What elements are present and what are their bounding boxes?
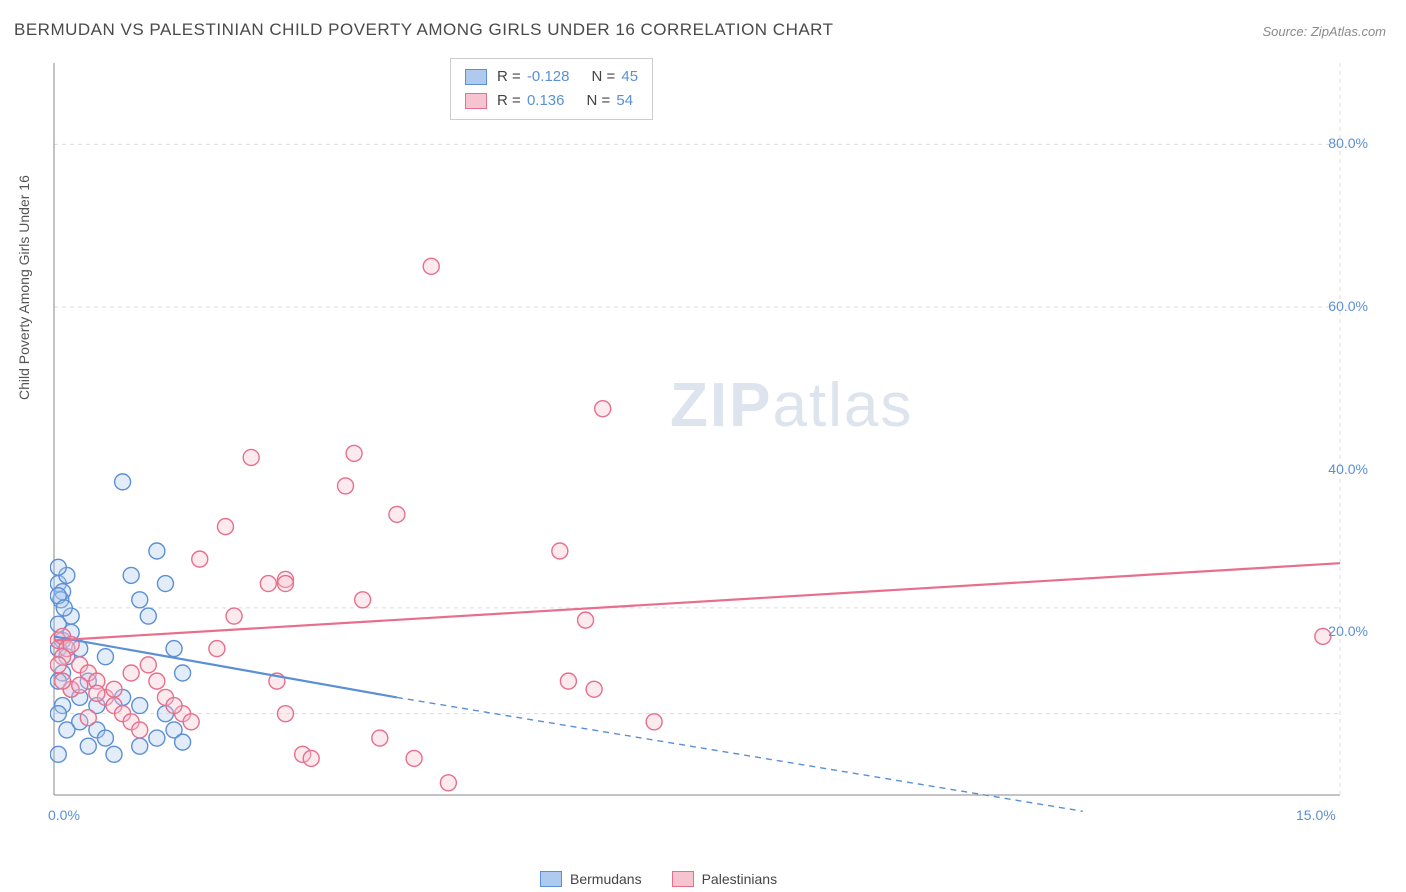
legend-swatch bbox=[465, 69, 487, 85]
legend-series-item: Palestinians bbox=[672, 871, 778, 887]
y-tick-label: 40.0% bbox=[1328, 461, 1368, 477]
data-point bbox=[217, 519, 233, 535]
data-point bbox=[440, 775, 456, 791]
legend-series-item: Bermudans bbox=[540, 871, 642, 887]
legend-series-name: Palestinians bbox=[702, 871, 778, 887]
legend-r-label: R = -0.128 bbox=[497, 65, 569, 89]
data-point bbox=[389, 506, 405, 522]
data-point bbox=[346, 445, 362, 461]
data-point bbox=[337, 478, 353, 494]
data-point bbox=[123, 665, 139, 681]
chart-area: 0.0% 15.0% 20.0% 40.0% 60.0% 80.0% bbox=[50, 55, 1370, 835]
data-point bbox=[132, 738, 148, 754]
legend-swatch bbox=[465, 93, 487, 109]
data-point bbox=[149, 673, 165, 689]
legend-series-name: Bermudans bbox=[570, 871, 642, 887]
y-axis-label: Child Poverty Among Girls Under 16 bbox=[16, 175, 32, 400]
data-point bbox=[140, 608, 156, 624]
legend-stats-row: R = 0.136 N = 54 bbox=[465, 89, 638, 113]
data-point bbox=[115, 474, 131, 490]
legend-n-label: N = 54 bbox=[586, 89, 633, 113]
data-point bbox=[157, 576, 173, 592]
data-point bbox=[226, 608, 242, 624]
data-point bbox=[97, 649, 113, 665]
data-point bbox=[209, 641, 225, 657]
trend-extrapolation bbox=[397, 697, 1083, 811]
legend-r-label: R = 0.136 bbox=[497, 89, 564, 113]
data-point bbox=[149, 730, 165, 746]
chart-title: BERMUDAN VS PALESTINIAN CHILD POVERTY AM… bbox=[14, 20, 834, 40]
data-point bbox=[50, 706, 66, 722]
data-point bbox=[423, 258, 439, 274]
data-point bbox=[243, 449, 259, 465]
legend-series: Bermudans Palestinians bbox=[540, 871, 777, 887]
data-point bbox=[149, 543, 165, 559]
data-point bbox=[260, 576, 276, 592]
data-point bbox=[132, 722, 148, 738]
data-point bbox=[175, 734, 191, 750]
y-tick-label: 20.0% bbox=[1328, 623, 1368, 639]
legend-swatch bbox=[672, 871, 694, 887]
x-tick-label: 15.0% bbox=[1296, 807, 1336, 823]
y-tick-label: 80.0% bbox=[1328, 135, 1368, 151]
data-point bbox=[586, 681, 602, 697]
data-point bbox=[80, 710, 96, 726]
data-point bbox=[72, 677, 88, 693]
data-point bbox=[372, 730, 388, 746]
trend-line bbox=[54, 563, 1340, 640]
data-point bbox=[277, 706, 293, 722]
legend-stats-row: R = -0.128 N = 45 bbox=[465, 65, 638, 89]
data-point bbox=[59, 722, 75, 738]
data-point bbox=[132, 698, 148, 714]
data-point bbox=[50, 559, 66, 575]
scatter-plot bbox=[50, 55, 1370, 835]
data-point bbox=[183, 714, 199, 730]
legend-stats: R = -0.128 N = 45 R = 0.136 N = 54 bbox=[450, 58, 653, 120]
legend-n-label: N = 45 bbox=[591, 65, 638, 89]
data-point bbox=[132, 592, 148, 608]
data-point bbox=[56, 600, 72, 616]
data-point bbox=[106, 681, 122, 697]
data-point bbox=[560, 673, 576, 689]
data-point bbox=[123, 567, 139, 583]
data-point bbox=[175, 665, 191, 681]
data-point bbox=[166, 641, 182, 657]
x-tick-label: 0.0% bbox=[48, 807, 80, 823]
data-point bbox=[97, 730, 113, 746]
data-point bbox=[578, 612, 594, 628]
data-point bbox=[355, 592, 371, 608]
data-point bbox=[277, 576, 293, 592]
source-attribution: Source: ZipAtlas.com bbox=[1262, 24, 1386, 39]
data-point bbox=[89, 685, 105, 701]
data-point bbox=[55, 673, 71, 689]
data-point bbox=[106, 746, 122, 762]
legend-swatch bbox=[540, 871, 562, 887]
data-point bbox=[140, 657, 156, 673]
data-point bbox=[303, 750, 319, 766]
data-point bbox=[50, 657, 66, 673]
data-point bbox=[50, 746, 66, 762]
y-tick-label: 60.0% bbox=[1328, 298, 1368, 314]
data-point bbox=[646, 714, 662, 730]
data-point bbox=[406, 750, 422, 766]
data-point bbox=[595, 401, 611, 417]
data-point bbox=[192, 551, 208, 567]
data-point bbox=[552, 543, 568, 559]
data-point bbox=[166, 698, 182, 714]
data-point bbox=[80, 738, 96, 754]
